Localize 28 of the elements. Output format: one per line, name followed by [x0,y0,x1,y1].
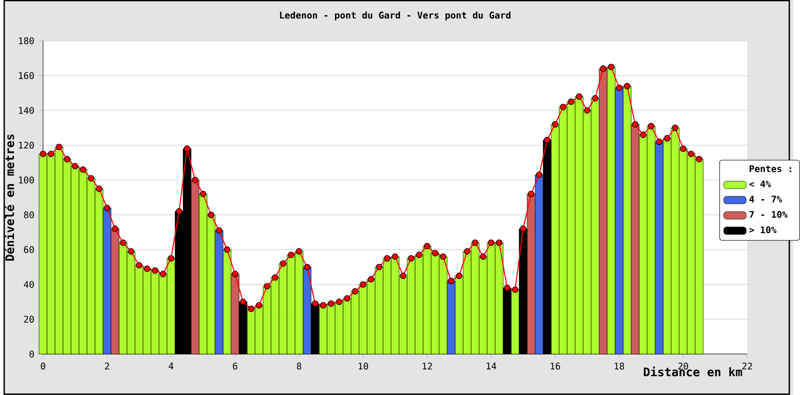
legend-label: < 4% [749,180,771,188]
legend-label: > 10% [749,226,777,234]
y-tick-label: 140 [18,107,34,114]
y-tick-label: 80 [24,211,34,218]
y-tick-label: 60 [24,246,34,254]
legend-label: 7 - 10% [750,211,788,218]
x-tick-label: 6 [232,362,238,370]
legend-title: Pentes : [750,165,792,172]
legend-label: 4 - 7% [749,196,782,203]
x-tick-label: 2 [104,362,110,370]
y-axis-title: Dénivelé en metres [4,134,14,261]
x-tick-label: 14 [486,362,496,370]
chart-title: Ledenon - pont du Gard - Vers pont du Gard [280,12,510,20]
y-tick-label: 100 [18,176,34,184]
x-tick-label: 16 [550,362,560,370]
y-tick-label: 180 [18,37,34,44]
x-tick-label: 0 [40,362,46,370]
y-tick-label: 0 [30,350,34,358]
x-tick-label: 12 [422,362,432,370]
x-tick-label: 8 [296,362,302,370]
y-tick-label: 40 [24,281,34,288]
y-tick-label: 20 [24,316,34,323]
x-tick-label: 10 [358,362,368,370]
y-tick-label: 120 [18,142,34,149]
y-tick-label: 160 [18,72,34,80]
x-tick-label: 18 [614,362,624,370]
x-tick-label: 22 [742,362,752,370]
x-tick-label: 4 [168,362,174,370]
